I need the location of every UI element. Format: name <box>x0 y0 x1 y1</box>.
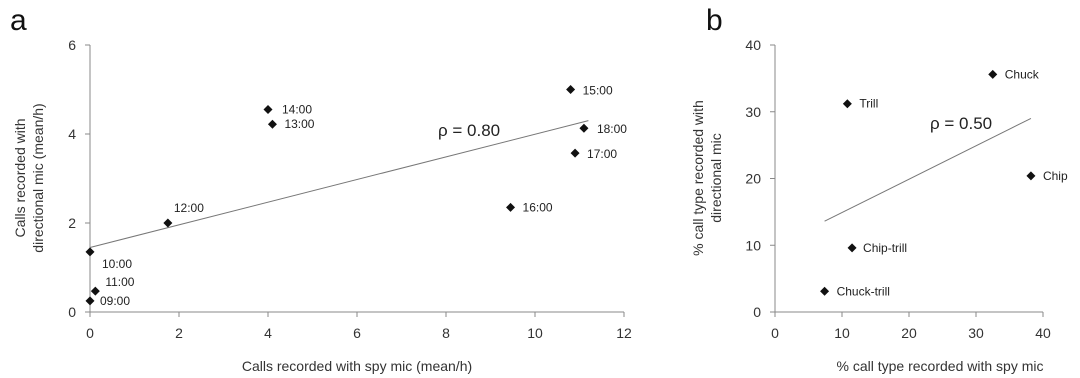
data-point-label: 10:00 <box>102 257 132 271</box>
data-point-marker <box>820 286 830 296</box>
data-point-label: Chip <box>1043 169 1068 183</box>
x-tick-label: 10 <box>527 325 543 341</box>
data-point-marker <box>263 105 273 115</box>
data-point-marker <box>579 123 589 133</box>
panel-a-x-title: Calls recorded with spy mic (mean/h) <box>242 358 472 374</box>
y-tick-label: 40 <box>745 37 761 53</box>
panel-a-y-title-line2: directional mic (mean/h) <box>30 103 46 252</box>
panel-b-correlation: ρ = 0.50 <box>930 114 992 133</box>
data-point-marker <box>842 99 852 109</box>
panel-a-scatter: a 0 2 4 6 8 10 12 0 2 4 6 09:00 10:00 11:00 12:00 13:0… <box>10 4 632 374</box>
panel-b-ticks: 0 10 20 30 40 0 10 20 30 40 <box>745 37 1051 341</box>
data-point-marker <box>85 247 95 257</box>
x-tick-label: 10 <box>834 325 850 341</box>
y-tick-label: 10 <box>745 237 761 253</box>
data-point-marker <box>85 296 95 306</box>
y-tick-label: 4 <box>68 126 76 142</box>
x-tick-label: 4 <box>264 325 272 341</box>
panel-b-trendline <box>824 117 1032 222</box>
x-tick-label: 12 <box>616 325 632 341</box>
panel-b-scatter: b 0 10 20 30 40 0 10 20 30 40 Chuck Trill Chip Chip-… <box>690 4 1068 374</box>
panel-b-letter: b <box>706 4 723 37</box>
data-point-label: Chuck-trill <box>837 284 890 298</box>
x-tick-label: 8 <box>442 325 450 341</box>
data-point-marker <box>90 286 100 296</box>
data-point-label: Chip-trill <box>863 241 907 255</box>
x-tick-label: 20 <box>901 325 917 341</box>
y-tick-label: 0 <box>68 304 76 320</box>
data-point-label: 16:00 <box>523 200 553 214</box>
x-tick-label: 6 <box>353 325 361 341</box>
data-point-label: Trill <box>859 97 878 111</box>
data-point-label: Chuck <box>1005 67 1040 81</box>
data-point-marker <box>566 85 576 94</box>
data-point-label: 11:00 <box>105 275 134 289</box>
panel-b-points: Chuck Trill Chip Chip-trill Chuck-trill <box>820 67 1068 298</box>
data-point-label: 13:00 <box>284 117 314 131</box>
data-point-marker <box>988 69 998 79</box>
y-tick-label: 6 <box>68 37 76 53</box>
data-point-label: 18:00 <box>597 122 627 136</box>
panel-b-x-title: % call type recorded with spy mic <box>837 358 1044 374</box>
panel-b-y-title-line1: % call type recorded with <box>690 100 706 256</box>
data-point-label: 15:00 <box>583 84 613 98</box>
x-tick-label: 0 <box>86 325 94 341</box>
x-tick-label: 2 <box>175 325 183 341</box>
panel-a-ticks: 0 2 4 6 8 10 12 0 2 4 6 <box>68 37 632 341</box>
panel-a-correlation: ρ = 0.80 <box>438 121 500 140</box>
data-point-label: 17:00 <box>587 147 617 161</box>
panel-a-trendline <box>89 120 589 248</box>
data-point-label: 12:00 <box>174 201 204 215</box>
data-point-marker <box>506 202 516 212</box>
data-point-marker <box>1026 171 1036 181</box>
data-point-marker <box>163 218 173 228</box>
panel-a-y-title-line1: Calls recorded with <box>12 118 28 237</box>
data-point-label: 09:00 <box>100 294 130 308</box>
data-point-marker <box>847 243 857 253</box>
data-point-marker <box>267 119 277 129</box>
panel-a-letter: a <box>10 4 27 37</box>
data-point-label: 14:00 <box>282 103 312 117</box>
y-tick-label: 2 <box>68 215 76 231</box>
y-tick-label: 30 <box>745 104 761 120</box>
data-point-marker <box>570 148 580 158</box>
y-tick-label: 0 <box>753 304 761 320</box>
y-tick-label: 20 <box>745 171 761 187</box>
panel-b-y-title-line2: directional mic <box>708 133 724 222</box>
x-tick-label: 40 <box>1035 325 1051 341</box>
x-tick-label: 0 <box>771 325 779 341</box>
x-tick-label: 30 <box>968 325 984 341</box>
